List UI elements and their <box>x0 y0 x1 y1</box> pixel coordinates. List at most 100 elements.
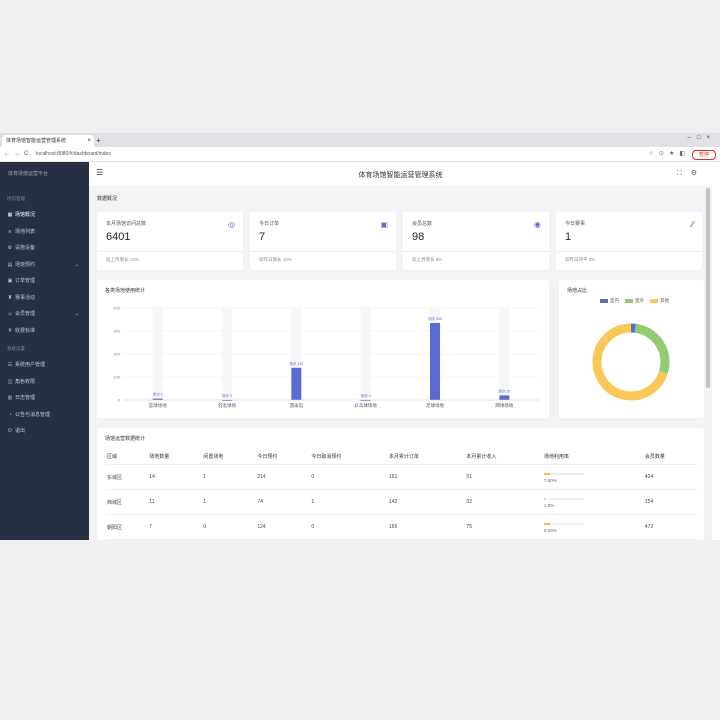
utilization-percent: 8.00% <box>543 528 557 533</box>
bar-background <box>360 308 371 400</box>
pause-button[interactable]: 暂停 <box>692 150 716 160</box>
pie-chart-title: 场地占比 <box>567 288 588 294</box>
utilization-progress-fill <box>543 472 550 475</box>
tab-close-icon[interactable]: × <box>87 138 91 144</box>
sidebar-item[interactable]: ◔ 公告与消息管理 <box>7 410 85 420</box>
table-header-cell: 场地数量 <box>147 448 202 465</box>
bar-category-label: 足球场地 <box>426 402 444 409</box>
stat-card-footer: 较上月增长 8% <box>412 257 443 262</box>
sidebar-item-label: 日志管理 <box>15 395 36 401</box>
sidebar-item[interactable]: ▥ 日志管理 <box>7 393 85 403</box>
sidebar-item-label: 场馆概况 <box>15 212 36 218</box>
sidebar-group-label: 系统设置 <box>7 346 25 351</box>
sidebar-item[interactable]: ▦ 场馆概况 <box>7 210 85 220</box>
sidebar-item[interactable]: ◫ 角色权限 <box>7 377 85 387</box>
sidebar-item[interactable]: ☷ 系统用户管理 <box>7 360 85 370</box>
fullscreen-settings-icons[interactable]: ⛶⚙ <box>676 170 706 177</box>
url-field[interactable]: localhost:8080/#/dashboard/index <box>36 151 111 157</box>
donut-slice[interactable] <box>634 323 670 374</box>
bar-data-label: 场次 140 <box>289 361 303 366</box>
stat-card-value: 1 <box>565 231 572 243</box>
table-cell: 1 <box>201 489 256 515</box>
legend-swatch <box>650 298 658 303</box>
sidebar-item-label: 收费标准 <box>15 327 36 334</box>
table-cell: 0 <box>201 514 256 540</box>
table-header-cell: 会员数量 <box>642 448 697 465</box>
address-bar: ←→C localhost:8080/#/dashboard/index ☆⊙★… <box>0 147 720 162</box>
sidebar-item-label: 系统用户管理 <box>15 362 46 368</box>
stat-card-label: 今日订单 <box>259 221 280 227</box>
browser-tab-bar: 体育场馆智能运营管理系统 × + –□× <box>0 133 720 147</box>
bar-chart: 0 100 200 300 400 场次 6 篮球场地 场次 0 羽毛球场 场次 140 游泳馆 场次… <box>113 306 539 409</box>
section-title: 数据概况 <box>97 196 118 202</box>
scrollbar-thumb[interactable] <box>706 188 710 388</box>
new-tab-icon[interactable]: + <box>96 136 101 145</box>
stat-card-divider <box>250 251 396 252</box>
globe-icon: ◎ <box>228 220 235 229</box>
stat-card-label: 本月场馆访问总数 <box>106 221 147 227</box>
bar[interactable] <box>360 400 371 401</box>
table-cell: 7 <box>147 514 202 540</box>
table-row: 海淀901520110209.45%312 <box>105 539 697 540</box>
utilization-progress <box>543 522 584 525</box>
tab-title: 体育场馆智能运营管理系统 <box>6 138 67 144</box>
stat-card: 今日订单 7 ▣ 较昨日增长 10% <box>250 212 396 270</box>
sidebar-item[interactable]: ☺ 会员管理 ⌄ <box>7 309 85 319</box>
table-header-cell: 闲置场地 <box>201 448 256 465</box>
data-table: 区域 场地数量 闲置场地 今日预约 今日取消预约 本月累计订单 本月累计收入 场地利用率 会员数… <box>105 448 697 540</box>
sidebar-item[interactable]: ▣ 订单管理 <box>7 276 85 286</box>
browser-tab[interactable]: 体育场馆智能运营管理系统 × <box>2 135 94 147</box>
bar-data-label: 场次 0 <box>361 393 371 398</box>
table-cell: 1.5% <box>541 489 643 515</box>
doc-icon: ▣ <box>380 220 388 229</box>
stat-card-value: 7 <box>259 231 266 243</box>
stat-card-divider <box>556 251 702 252</box>
sidebar-item[interactable]: ♜ 赛事活动 <box>7 293 85 303</box>
table-panel: 场馆运营数据统计 区域 场地数量 闲置场地 今日预约 今日取消预约 本月累计订单 本月累计收… <box>97 428 704 540</box>
bar[interactable] <box>499 395 510 400</box>
flag-icon: ⁄⁄ <box>691 220 694 229</box>
sidebar-item[interactable]: ▤ 场馆预约 ⌄ <box>7 260 85 270</box>
table-header-row: 区域 场地数量 闲置场地 今日预约 今日取消预约 本月累计订单 本月累计收入 场地利用率 会员数… <box>105 448 697 465</box>
bar-background <box>222 308 232 400</box>
bar-category-label: 网球场地 <box>495 402 513 409</box>
bar[interactable] <box>430 322 440 400</box>
legend-label: 室内 <box>610 298 619 303</box>
sidebar-item[interactable]: ⚙ 设施设备 <box>7 243 85 253</box>
user-icon: ☺ <box>7 311 13 317</box>
users-icon: ☷ <box>7 362 13 368</box>
page-scrollbar[interactable] <box>704 186 712 540</box>
bar[interactable] <box>152 398 163 400</box>
gear-icon: ⚙ <box>7 245 13 251</box>
trophy-icon: ♜ <box>7 294 13 301</box>
bar[interactable] <box>291 367 302 400</box>
nav-buttons-icon[interactable]: ←→C <box>4 151 33 157</box>
utilization-progress-fill <box>543 522 551 525</box>
sidebar-item-label: 订单管理 <box>15 278 36 284</box>
utilization-progress-fill <box>543 497 546 500</box>
pie-chart <box>592 323 670 401</box>
sidebar-item-label: 场馆预约 <box>15 261 36 268</box>
sidebar-item[interactable]: ⏻ 退出 <box>7 426 85 436</box>
sidebar-logo: 体育场馆运营平台 <box>8 171 49 177</box>
browser-toolbar-icons[interactable]: ☆⊙★◧ <box>648 151 690 157</box>
table-row: 东城区 14 1 214 0 161 51 7.00% 424 <box>105 464 697 490</box>
table-cell: 110 <box>386 539 465 540</box>
sidebar-item[interactable]: ¥ 收费标准 <box>7 326 85 336</box>
lock-icon: ◫ <box>7 378 13 385</box>
table-cell: 1 <box>309 489 387 515</box>
table-header-cell: 本月累计收入 <box>464 448 542 465</box>
chevron-down-icon: ⌄ <box>74 311 79 317</box>
chevron-down-icon: ⌄ <box>74 261 79 268</box>
utilization-progress <box>543 497 584 500</box>
menu-toggle-icon[interactable]: ☰ <box>96 168 104 177</box>
bar-ytick-label: 300 <box>113 329 120 334</box>
window-controls-icon[interactable]: –□× <box>687 135 716 141</box>
sidebar-item[interactable]: ≡ 场地列表 <box>7 227 85 237</box>
donut-slice[interactable] <box>592 323 668 401</box>
bar-ytick-label: 400 <box>113 306 120 311</box>
sidebar-item-label: 退出 <box>15 428 26 434</box>
utilization-percent: 7.00% <box>543 478 557 483</box>
bar[interactable] <box>222 400 232 401</box>
legend-swatch <box>600 298 608 303</box>
